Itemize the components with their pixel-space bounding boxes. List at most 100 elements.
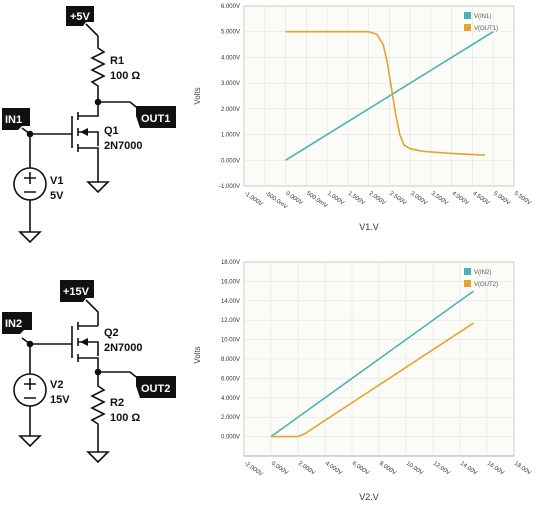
x-tick-label: 10.00V — [405, 461, 424, 477]
x-axis-label: V2.V — [359, 492, 379, 502]
input-flag-2-label: IN2 — [5, 318, 22, 330]
y-tick-label: 16.00V — [221, 279, 240, 285]
resistor-1-value: 100 Ω — [110, 70, 140, 82]
y-tick-label: 12.00V — [221, 318, 240, 324]
schematics: +5V R1 100 Ω Q1 2N7000 V1 5V IN1 OUT1 +1… — [2, 6, 176, 464]
x-tick-label: 4.500V — [471, 191, 490, 207]
legend-swatch — [464, 24, 471, 31]
y-tick-label: 4.000V — [221, 396, 240, 402]
resistor-1 — [90, 36, 106, 104]
y-tick-label: 6.000V — [221, 4, 240, 10]
output-flag-1-label: OUT1 — [141, 113, 170, 125]
resistor-2-value: 100 Ω — [110, 412, 140, 424]
y-tick-label: 2.000V — [221, 107, 240, 113]
supply-flag-2 — [60, 280, 94, 302]
y-tick-label: 0.000V — [221, 435, 240, 441]
x-tick-label: 1.500V — [347, 191, 366, 207]
transistor-2-ref: Q2 — [104, 327, 119, 339]
plot-area — [243, 5, 515, 187]
schematic-2: +15V Q2 2N7000 R2 100 Ω V2 15V IN2 OUT2 — [2, 280, 176, 464]
x-tick-label: 8.000V — [378, 461, 397, 477]
legend-swatch — [464, 280, 471, 287]
schematic-1: +5V R1 100 Ω Q1 2N7000 V1 5V IN1 OUT1 — [2, 6, 176, 244]
source-1-value: 5V — [50, 190, 64, 202]
y-tick-label: 18.00V — [221, 260, 240, 266]
series-line-V(OUT1) — [285, 30, 485, 156]
transistor-2-arrow — [80, 338, 88, 346]
transistor-2-part: 2N7000 — [104, 342, 143, 354]
source-1-ref: V1 — [50, 175, 63, 187]
y-axis-label: Volts — [193, 346, 202, 363]
x-tick-label: 5.500V — [513, 191, 532, 207]
legend-label: V(OUT2) — [474, 282, 498, 288]
x-tick-label: 0.000V — [270, 461, 289, 477]
legend-label: V(IN1) — [474, 14, 491, 20]
y-tick-label: 0.000V — [221, 158, 240, 164]
series-line-V(OUT2) — [271, 322, 474, 438]
supply-flag-1-lead — [85, 23, 99, 37]
transistor-1-ref: Q1 — [104, 125, 119, 137]
x-tick-label: -1.000V — [243, 191, 264, 208]
supply-flag-2-lead — [85, 299, 99, 326]
output-flag-1 — [136, 106, 176, 128]
transistor-1-part: 2N7000 — [104, 140, 143, 152]
voltage-source-1-signs — [24, 172, 36, 193]
source-1-wire — [18, 134, 42, 244]
ground-1b — [86, 168, 110, 194]
x-tick-label: 3.000V — [409, 191, 428, 207]
x-tick-label: 500.0mV — [305, 191, 328, 210]
transistor-2 — [30, 322, 99, 372]
y-tick-label: 1.000V — [221, 133, 240, 139]
input-flag-1-label: IN1 — [5, 114, 22, 126]
legend-swatch — [464, 268, 471, 275]
output-flag-2 — [136, 376, 176, 398]
x-tick-label: 18.00V — [513, 461, 532, 477]
in2-wire — [21, 337, 31, 345]
x-tick-label: 16.00V — [486, 461, 505, 477]
y-tick-label: 8.000V — [221, 357, 240, 363]
x-axis-label: V1.V — [359, 222, 379, 232]
source-2-wire — [18, 344, 42, 448]
legend-swatch — [464, 12, 471, 19]
resistor-1-ref: R1 — [110, 55, 124, 67]
x-tick-label: 14.00V — [459, 461, 478, 477]
supply-flag-2-label: +15V — [63, 286, 90, 298]
in1-wire — [21, 127, 31, 135]
y-tick-label: 6.000V — [221, 376, 240, 382]
legend-label: V(OUT1) — [474, 26, 498, 32]
series-line-V(IN1) — [285, 31, 494, 161]
x-tick-label: 1.000V — [326, 191, 345, 207]
transistor-1-arrow — [80, 128, 88, 136]
x-tick-label: 2.000V — [297, 461, 316, 477]
y-tick-label: -1.000V — [219, 184, 240, 190]
transistor-1 — [30, 102, 99, 168]
input-flag-1 — [2, 108, 30, 130]
series-line-V(IN2) — [270, 290, 474, 438]
y-tick-label: 5.000V — [221, 30, 240, 36]
y-tick-label: 4.000V — [221, 55, 240, 61]
x-tick-label: 4.000V — [324, 461, 343, 477]
supply-flag-1 — [66, 6, 94, 26]
y-tick-label: 3.000V — [221, 81, 240, 87]
y-tick-label: 2.000V — [221, 415, 240, 421]
source-2-ref: V2 — [50, 379, 63, 391]
resistor-2-ref: R2 — [110, 397, 124, 409]
x-tick-label: 4.000V — [451, 191, 470, 207]
voltage-source-2 — [13, 373, 47, 407]
y-tick-label: 10.00V — [221, 338, 240, 344]
voltage-source-2-signs — [24, 378, 36, 399]
supply-flag-1-label: +5V — [70, 11, 91, 23]
y-axis-label: Volts — [193, 87, 202, 104]
x-tick-label: 2.500V — [388, 191, 407, 207]
x-tick-label: -2.000V — [243, 461, 264, 478]
source-2-value: 15V — [50, 394, 70, 406]
x-tick-label: 12.00V — [432, 461, 451, 477]
x-tick-label: 6.000V — [351, 461, 370, 477]
x-tick-label: 2.000V — [367, 191, 386, 207]
x-tick-label: 3.500V — [430, 191, 449, 207]
x-tick-label: 5.000V — [492, 191, 511, 207]
chart-v2-sweep: -2.000V 0.000V 2.000V 4.000V 6.000V 8.000V 10.… — [193, 260, 532, 502]
voltage-source-1 — [13, 167, 47, 201]
